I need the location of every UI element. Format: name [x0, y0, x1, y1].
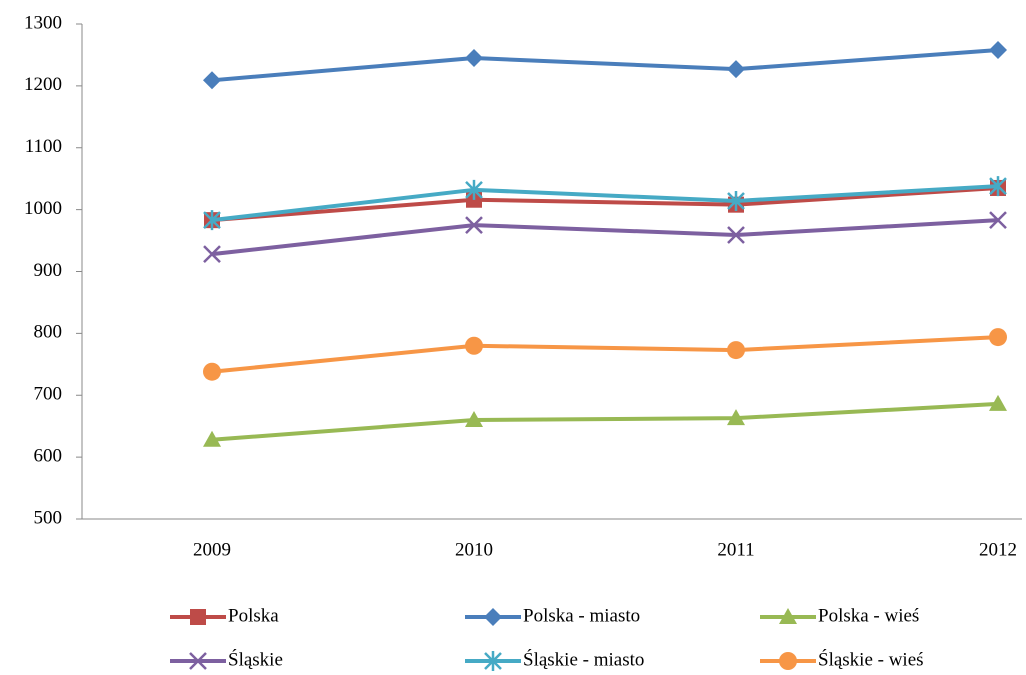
marker [465, 411, 483, 427]
line [211, 184, 999, 223]
marker [203, 430, 221, 447]
marker [779, 652, 797, 670]
marker [727, 409, 745, 426]
y-tick-label: 500 [34, 507, 63, 528]
y-tick-label: 1000 [24, 198, 62, 219]
line [211, 47, 999, 83]
legend-label: Polska - miasto [523, 605, 640, 626]
x-tick-label: 2012 [979, 539, 1017, 560]
marker [989, 211, 1007, 230]
marker [190, 609, 206, 625]
marker [727, 190, 745, 211]
line [211, 218, 999, 257]
x-tick-label: 2009 [193, 539, 231, 560]
y-tick-label: 1100 [25, 136, 62, 157]
marker [989, 328, 1007, 347]
marker [727, 226, 745, 244]
line [211, 335, 999, 374]
marker [484, 651, 502, 671]
marker [465, 336, 483, 355]
marker [203, 71, 221, 90]
marker [484, 608, 502, 626]
y-tick-label: 600 [34, 445, 63, 466]
marker [727, 341, 745, 360]
x-tick-label: 2011 [717, 539, 754, 560]
y-tick-label: 900 [34, 260, 63, 281]
line [211, 185, 999, 223]
legend-label: Śląskie [228, 648, 283, 670]
marker [727, 60, 745, 79]
line [211, 401, 999, 442]
x-tick-label: 2010 [455, 539, 493, 560]
marker [465, 216, 483, 234]
marker [989, 394, 1007, 411]
marker [203, 210, 221, 231]
y-tick-label: 700 [34, 384, 63, 405]
legend-label: Polska - wieś [818, 605, 919, 626]
legend-label: Śląskie - miasto [523, 648, 644, 670]
y-tick-label: 1300 [24, 12, 62, 33]
marker [989, 40, 1007, 59]
y-tick-label: 1200 [24, 74, 62, 95]
marker [203, 362, 221, 381]
marker [465, 179, 483, 200]
legend-label: Polska [228, 605, 279, 626]
marker [989, 176, 1007, 197]
legend-label: Śląskie - wieś [818, 648, 924, 670]
marker [465, 49, 483, 68]
marker [203, 245, 221, 264]
y-tick-label: 800 [34, 322, 63, 343]
marker [779, 608, 797, 624]
marker [189, 652, 207, 670]
